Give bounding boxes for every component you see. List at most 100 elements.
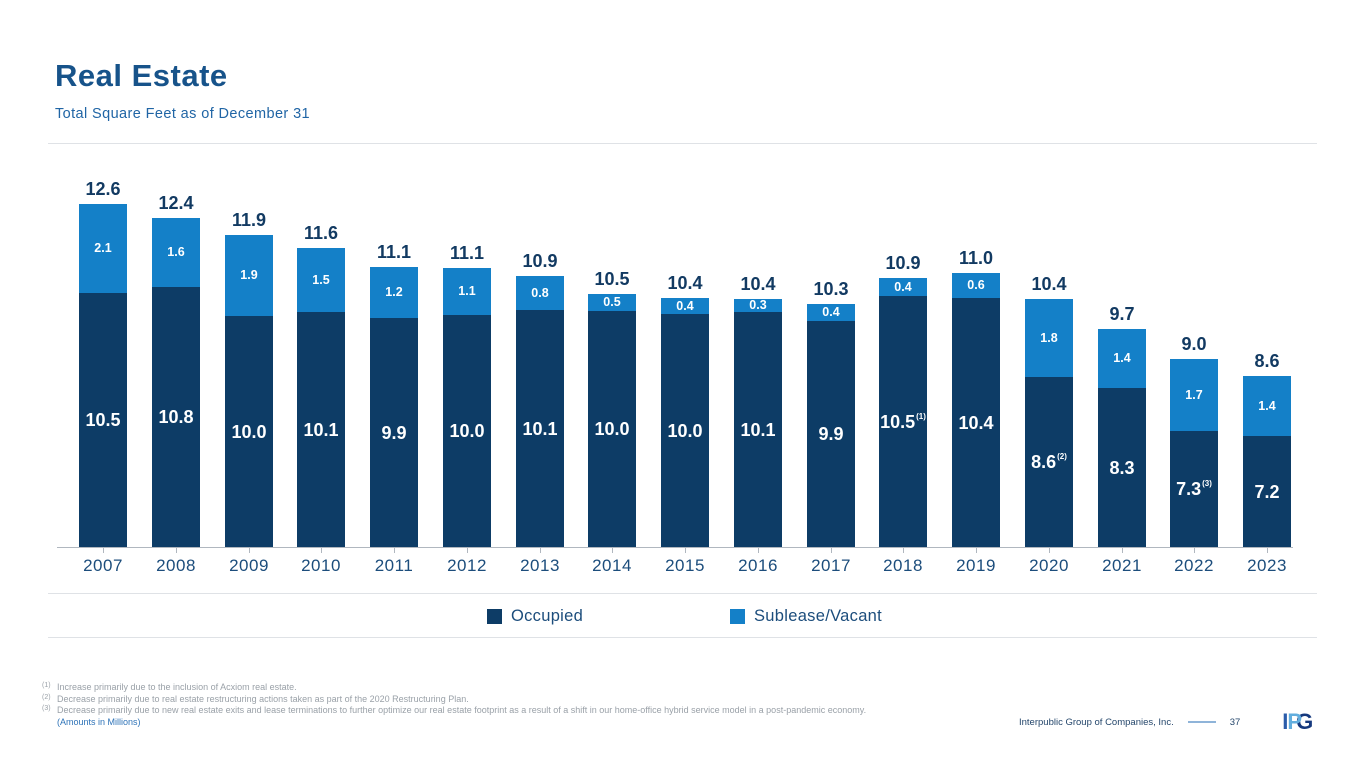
occupied-value-label: 9.9 xyxy=(818,424,844,444)
sublease-segment: 1.4 xyxy=(1243,376,1291,436)
sublease-segment: 0.6 xyxy=(952,273,1000,298)
total-label: 8.6 xyxy=(1254,351,1280,371)
x-axis-line xyxy=(57,547,1293,548)
axis-tick xyxy=(1267,548,1268,553)
page-number: 37 xyxy=(1229,716,1241,728)
sublease-value-label: 0.5 xyxy=(603,295,621,310)
occupied-segment: 10.0 xyxy=(588,311,636,547)
occupied-value-label: 10.0 xyxy=(449,421,485,441)
footnote-3-marker: (3) xyxy=(42,705,51,712)
total-label: 9.7 xyxy=(1109,304,1135,324)
sublease-segment: 0.8 xyxy=(516,276,564,310)
sublease-value-label: 0.4 xyxy=(676,298,694,313)
total-label: 11.0 xyxy=(958,248,994,268)
year-label: 2011 xyxy=(374,556,414,575)
occupied-segment: 10.1 xyxy=(516,310,564,547)
occupied-value-label: 10.0 xyxy=(231,421,267,442)
axis-tick xyxy=(103,548,104,553)
sublease-segment: 1.7 xyxy=(1170,359,1218,431)
year-label: 2010 xyxy=(301,556,341,575)
axis-tick xyxy=(903,548,904,553)
axis-tick xyxy=(685,548,686,553)
year-label: 2016 xyxy=(738,556,778,575)
legend-swatch-sublease xyxy=(730,608,745,624)
occupied-value-label: 7.3(3) xyxy=(1176,479,1212,499)
occupied-segment: 10.8 xyxy=(152,287,200,547)
total-label: 9.0 xyxy=(1181,334,1207,354)
total-label: 10.3 xyxy=(813,279,849,299)
occupied-segment: 7.3(3) xyxy=(1170,431,1218,547)
legend-label-sublease: Sublease/Vacant xyxy=(754,606,883,625)
sublease-value-label: 1.1 xyxy=(458,284,476,299)
sublease-segment: 1.4 xyxy=(1098,329,1146,388)
sublease-segment: 0.4 xyxy=(661,298,709,314)
occupied-segment: 10.0 xyxy=(443,315,491,547)
axis-tick xyxy=(394,548,395,553)
sublease-segment: 2.1 xyxy=(79,204,127,293)
footnote-ref: (1) xyxy=(916,411,926,421)
occupied-value-label: 10.1 xyxy=(522,418,558,439)
sublease-value-label: 1.9 xyxy=(240,268,258,283)
year-label: 2015 xyxy=(665,556,705,575)
footnote-1: (1) Increase primarily due to the inclus… xyxy=(42,682,866,694)
footnote-2: (2) Decrease primarily due to real estat… xyxy=(42,694,866,706)
occupied-value-label: 8.6(2) xyxy=(1031,452,1067,472)
occupied-value-label: 10.0 xyxy=(594,419,630,439)
sublease-value-label: 1.4 xyxy=(1113,351,1131,366)
axis-tick xyxy=(1194,548,1195,553)
axis-tick xyxy=(467,548,468,553)
legend-swatch-occupied xyxy=(487,608,502,624)
sublease-value-label: 1.4 xyxy=(1258,398,1276,413)
occupied-segment: 10.5(1) xyxy=(879,296,927,547)
sublease-segment: 1.5 xyxy=(297,248,345,312)
occupied-segment: 9.9 xyxy=(370,318,418,547)
occupied-segment: 10.1 xyxy=(734,312,782,547)
occupied-segment: 10.5 xyxy=(79,293,127,547)
total-label: 10.4 xyxy=(667,273,703,293)
footnote-1-text: Increase primarily due to the inclusion … xyxy=(57,682,297,692)
year-label: 2013 xyxy=(520,556,560,575)
footnote-ref: (2) xyxy=(1057,452,1067,461)
footer: Interpublic Group of Companies, Inc. 37 … xyxy=(1019,706,1313,738)
sublease-segment: 0.3 xyxy=(734,299,782,312)
sublease-segment: 1.6 xyxy=(152,218,200,287)
axis-tick xyxy=(1122,548,1123,553)
sublease-value-label: 0.6 xyxy=(967,278,985,293)
axis-tick xyxy=(612,548,613,553)
total-label: 11.1 xyxy=(449,243,485,263)
footer-dash-line xyxy=(1187,721,1216,723)
header-divider xyxy=(48,143,1317,144)
footnote-2-marker: (2) xyxy=(42,693,51,701)
occupied-segment: 8.6(2) xyxy=(1025,377,1073,547)
occupied-value-label: 9.9 xyxy=(381,422,407,443)
axis-tick xyxy=(321,548,322,553)
footer-company-name: Interpublic Group of Companies, Inc. xyxy=(1019,716,1174,728)
sublease-value-label: 1.8 xyxy=(1040,330,1058,345)
occupied-segment: 10.0 xyxy=(661,314,709,547)
occupied-value-label: 10.1 xyxy=(303,419,339,440)
legend-item-occupied: Occupied xyxy=(487,601,583,631)
sublease-value-label: 1.6 xyxy=(167,245,185,260)
footnote-1-marker: (1) xyxy=(42,682,51,689)
sublease-segment: 1.8 xyxy=(1025,299,1073,377)
total-label: 10.4 xyxy=(740,274,776,294)
year-label: 2017 xyxy=(811,556,851,575)
occupied-segment: 8.3 xyxy=(1098,388,1146,547)
year-label: 2007 xyxy=(83,556,123,575)
sublease-value-label: 1.5 xyxy=(312,272,330,287)
occupied-segment: 10.1 xyxy=(297,312,345,547)
occupied-segment: 9.9 xyxy=(807,321,855,547)
occupied-value-label: 10.5(1) xyxy=(880,411,926,432)
year-label: 2008 xyxy=(156,556,196,575)
sublease-value-label: 0.8 xyxy=(531,285,549,300)
occupied-value-label: 10.0 xyxy=(667,420,703,441)
occupied-value-label: 10.4 xyxy=(958,412,994,433)
amounts-note: (Amounts in Millions) xyxy=(57,716,141,727)
sublease-value-label: 1.2 xyxy=(385,285,403,300)
chart-legend: Occupied Sublease/Vacant xyxy=(0,601,1365,631)
sublease-value-label: 0.4 xyxy=(822,305,840,320)
year-label: 2009 xyxy=(229,556,269,575)
sublease-value-label: 0.4 xyxy=(894,279,912,294)
footnote-ref: (3) xyxy=(1202,479,1212,488)
